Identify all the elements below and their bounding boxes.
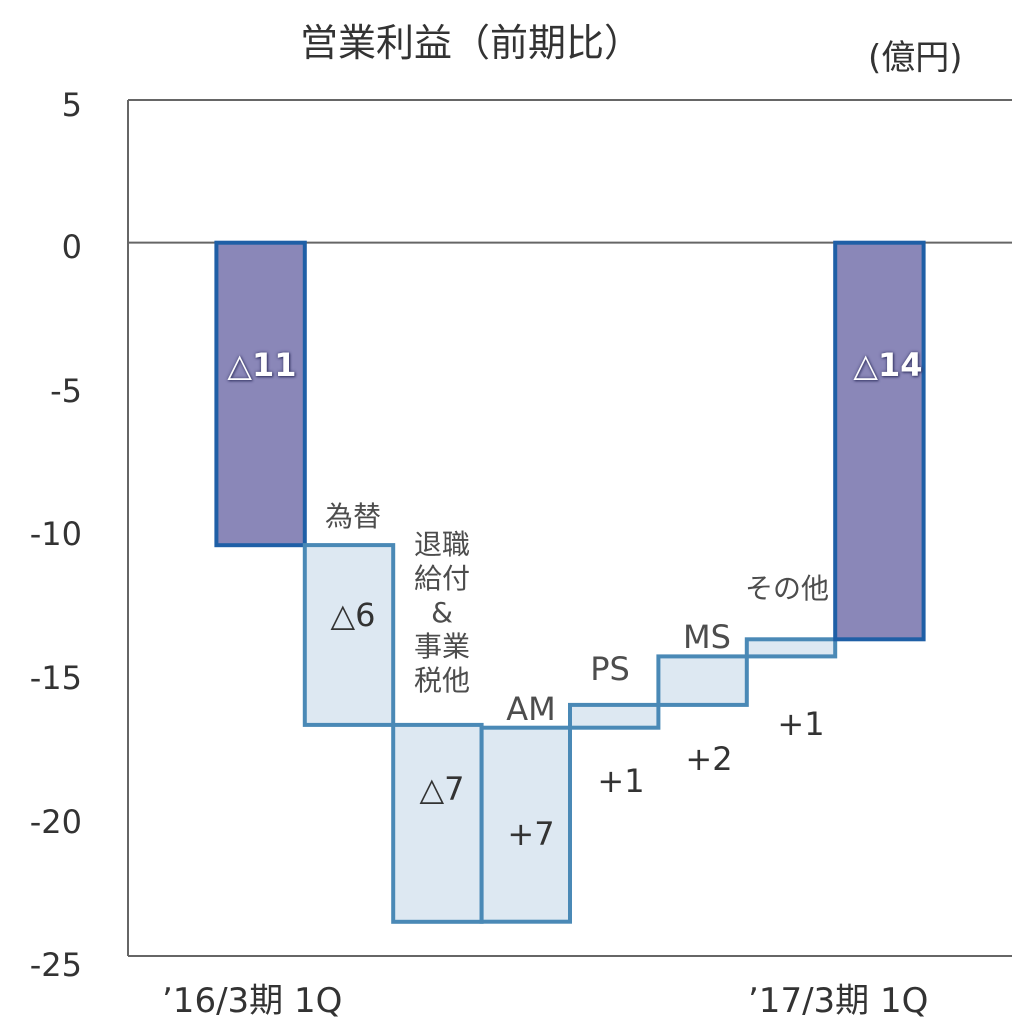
delta-bar [479, 725, 573, 924]
y-tick-label: 5 [61, 86, 82, 124]
total-bar [214, 240, 307, 548]
value-label: △6 [330, 596, 376, 634]
category-label: AM [506, 690, 556, 728]
unit-label: (億円) [868, 38, 963, 78]
value-label: △11 [227, 346, 297, 384]
x-tick-label: ’16/3期 1Q [162, 981, 343, 1021]
category-label: MS [683, 618, 731, 656]
y-tick-label: -10 [29, 515, 82, 553]
x-tick-label: ’17/3期 1Q [748, 981, 929, 1021]
y-tick-label: -20 [29, 803, 82, 841]
y-tick-label: -15 [29, 659, 82, 697]
y-tick-label: 0 [61, 228, 82, 266]
category-label: 退職 給付 & 事業 税他 [413, 528, 470, 697]
category-label: 為替 [324, 500, 381, 533]
category-label: その他 [744, 572, 829, 605]
value-label: +1 [777, 705, 825, 743]
category-label: PS [590, 650, 630, 688]
value-label: △14 [853, 346, 923, 384]
value-label: +1 [597, 762, 645, 800]
y-tick-label: -5 [50, 372, 82, 410]
delta-bar [656, 654, 749, 707]
value-label: +7 [507, 815, 555, 853]
value-label: △7 [419, 770, 465, 808]
value-label: +2 [685, 740, 733, 778]
delta-bar [744, 637, 838, 659]
y-tick-label: -25 [29, 946, 82, 984]
delta-bar [568, 702, 661, 730]
delta-bar [302, 543, 396, 727]
delta-bar [391, 722, 484, 924]
total-bar [833, 240, 926, 642]
chart-title: 営業利益（前期比） [300, 21, 643, 65]
